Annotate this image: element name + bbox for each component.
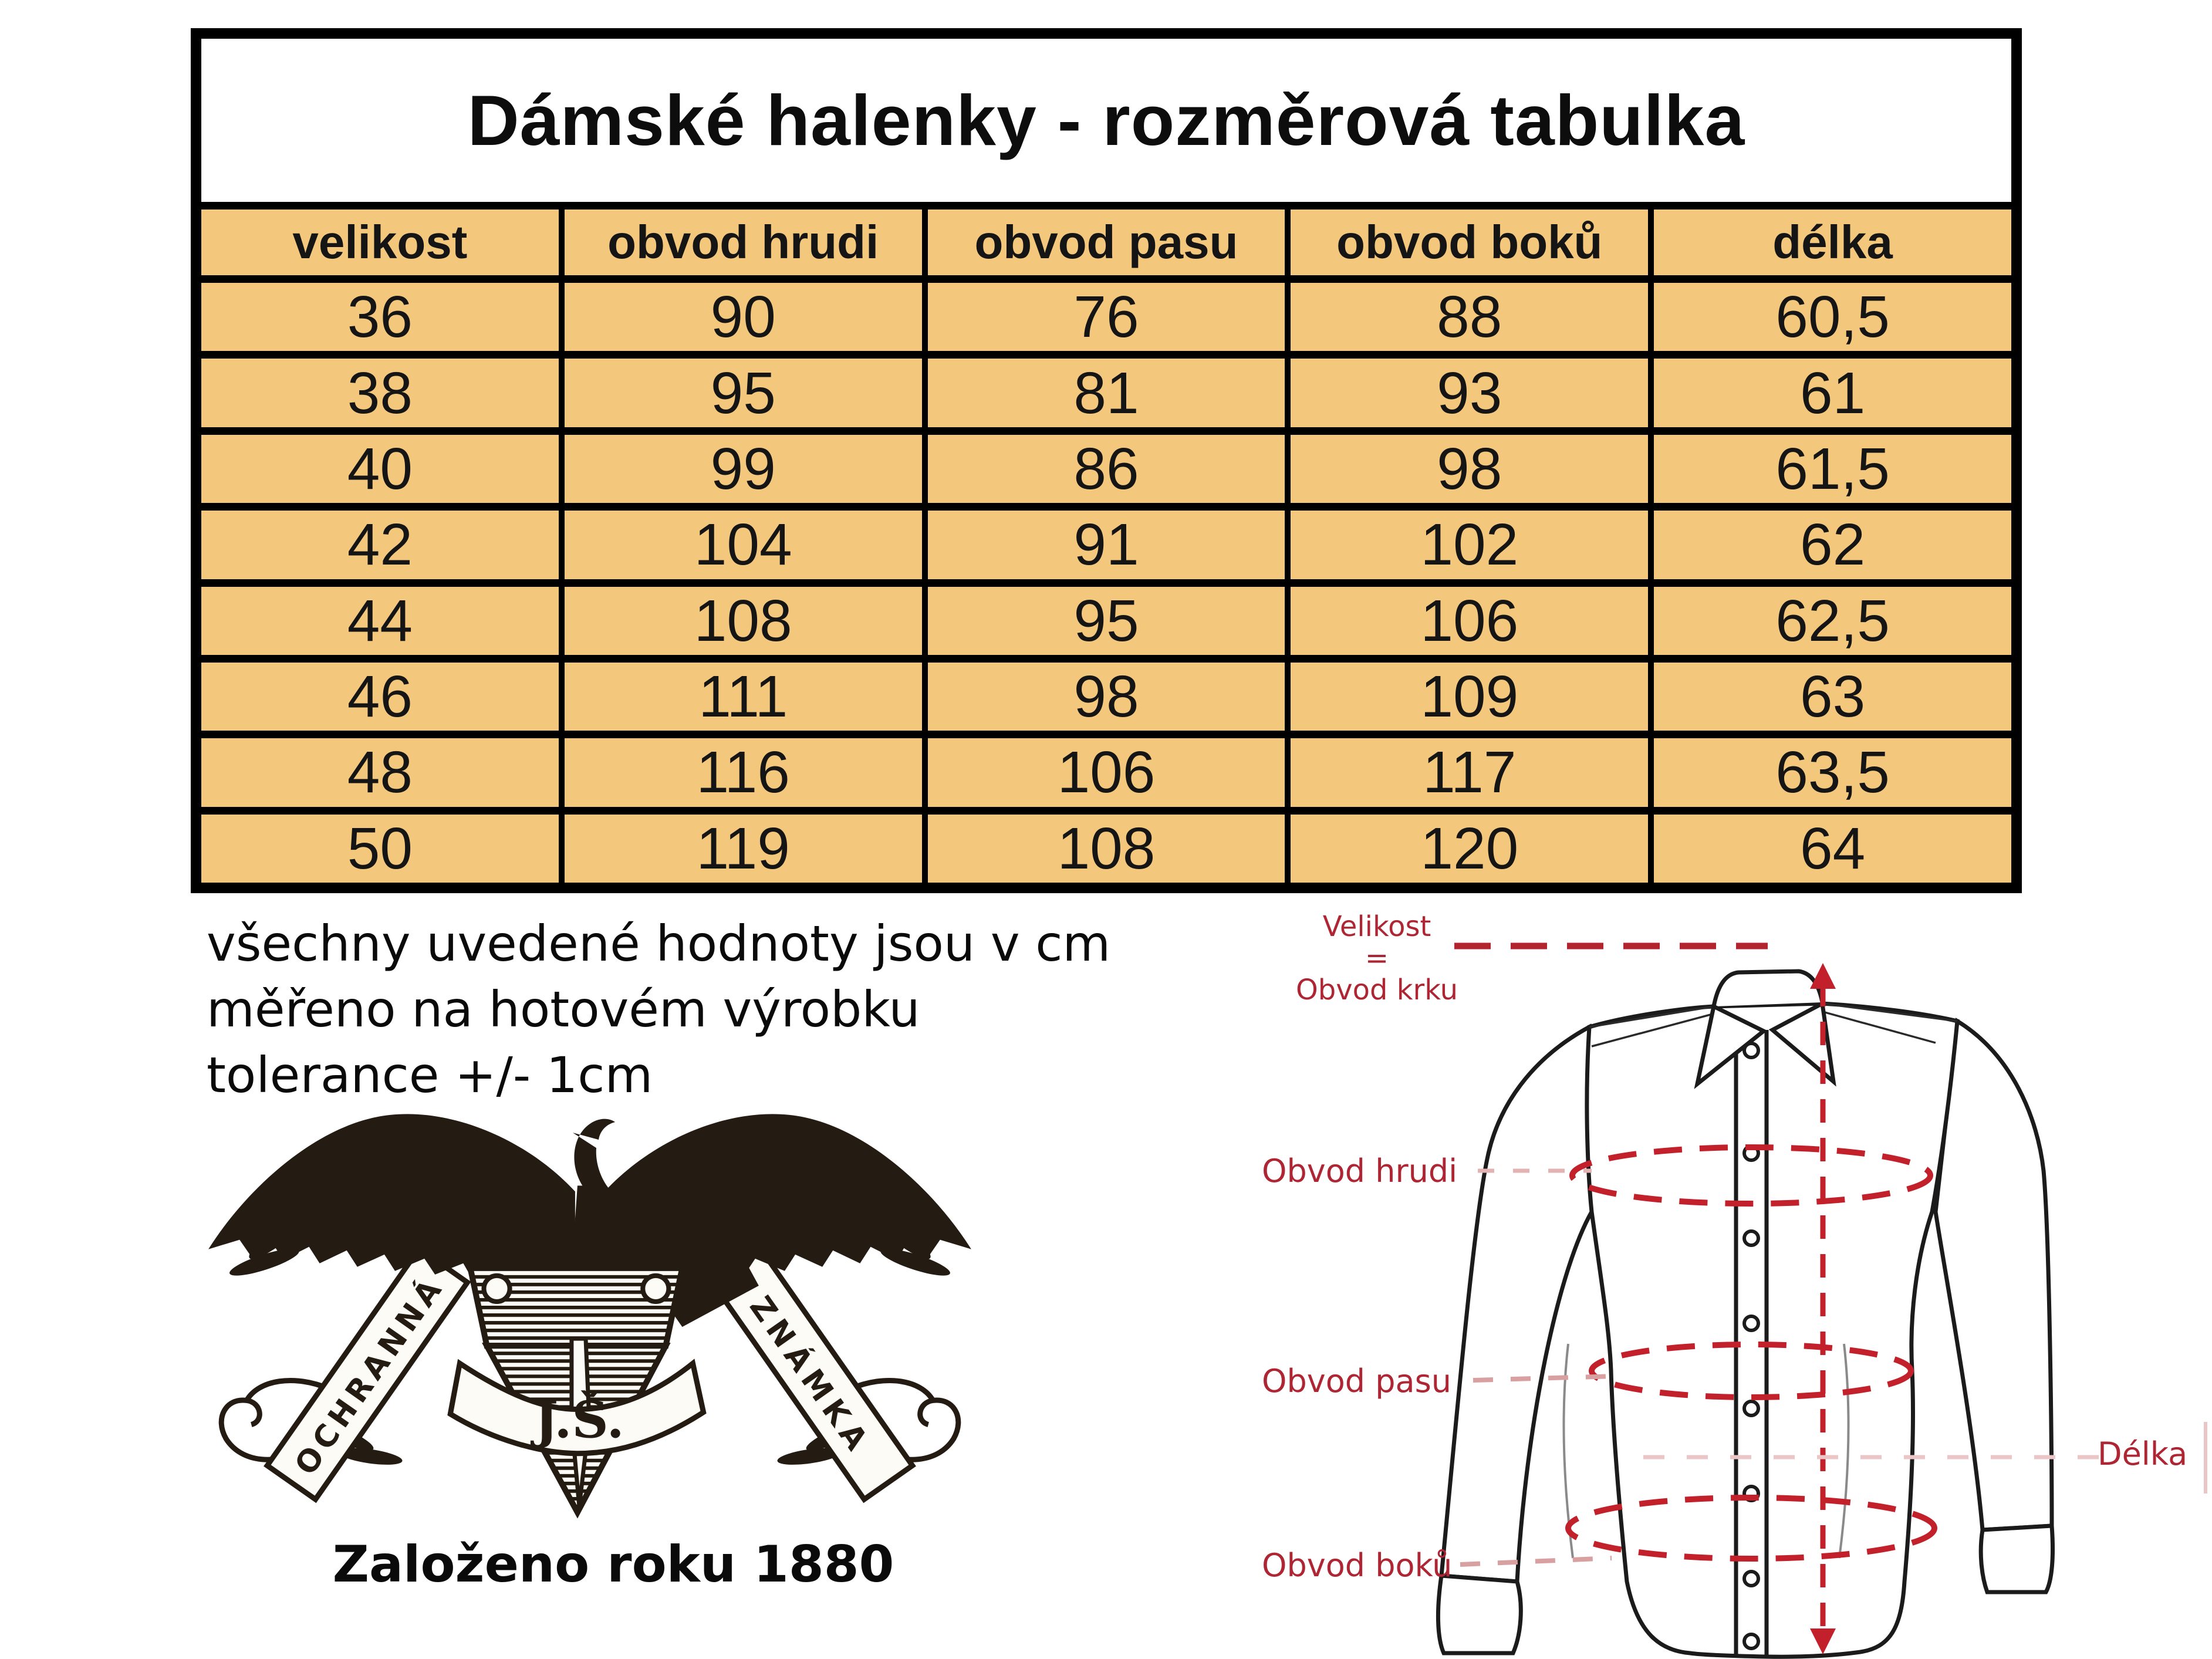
- blouse-diagram: [1436, 942, 2207, 1659]
- size-table: Dámské halenky - rozměrová tabulka velik…: [191, 28, 2022, 893]
- table-cell: 104: [564, 511, 922, 579]
- table-cell: 63,5: [1654, 738, 2011, 807]
- table-title: Dámské halenky - rozměrová tabulka: [467, 80, 1745, 160]
- table-cell: 91: [927, 511, 1285, 579]
- label-size-line: Obvod krku: [1295, 974, 1458, 1006]
- table-cell: 98: [927, 662, 1285, 731]
- monogram-text: J.Š.: [530, 1391, 624, 1450]
- table-cell: 93: [1291, 359, 1649, 427]
- buttons: [1742, 1042, 1760, 1650]
- table-cell: 106: [927, 738, 1285, 807]
- table-cell: 106: [1291, 586, 1649, 655]
- table-cell: 76: [927, 283, 1285, 352]
- chest-ellipse: [1569, 1144, 1933, 1207]
- label-waist: Obvod pasu: [1262, 1363, 1451, 1400]
- label-size-line: Velikost: [1322, 910, 1431, 943]
- table-cell: 62: [1654, 511, 2011, 579]
- table-cell: 36: [201, 283, 559, 352]
- table-row: 46 111 98 109 63: [201, 662, 2011, 731]
- table-row: 44 108 95 106 62,5: [201, 586, 2011, 655]
- table-header-cell: obvod hrudi: [564, 210, 922, 275]
- table-cell: 120: [1291, 814, 1649, 883]
- table-cell: 81: [927, 359, 1285, 427]
- table-cell: 61,5: [1654, 434, 2011, 504]
- table-cell: 108: [927, 814, 1285, 883]
- table-cell: 62,5: [1654, 586, 2011, 655]
- table-cell: 42: [201, 511, 559, 579]
- table-cell: 64: [1654, 814, 2011, 883]
- label-size-line: =: [1365, 942, 1389, 975]
- note-line: všechny uvedené hodnoty jsou v cm: [207, 915, 1111, 972]
- table-cell: 50: [201, 814, 559, 883]
- length-arrow: [1810, 963, 1836, 1654]
- monogram-banner: J.Š.: [447, 1359, 707, 1457]
- table-cell: 61: [1654, 359, 2011, 427]
- table-header-cell: obvod boků: [1291, 210, 1649, 275]
- table-cell: 60,5: [1654, 283, 2011, 352]
- table-row: 42 104 91 102 62: [201, 511, 2011, 579]
- label-chest: Obvod hrudi: [1262, 1153, 1458, 1190]
- table-cell: 88: [1291, 283, 1649, 352]
- table-cell: 40: [201, 434, 559, 504]
- table-cell: 90: [564, 283, 922, 352]
- waist-ellipse: [1589, 1342, 1914, 1400]
- blouse-body: [1585, 1001, 1960, 1659]
- label-length: Délka: [2098, 1435, 2188, 1472]
- table-cell: 108: [564, 586, 922, 655]
- label-connectors: [1454, 942, 2207, 1567]
- label-hips: Obvod boků: [1262, 1547, 1453, 1584]
- table-row: 40 99 86 98 61,5: [201, 434, 2011, 504]
- table-header-cell: délka: [1654, 210, 2011, 275]
- table-cell: 86: [927, 434, 1285, 504]
- table-cell: 116: [564, 738, 922, 807]
- table-cell: 44: [201, 586, 559, 655]
- table-cell: 98: [1291, 434, 1649, 504]
- table-cell: 111: [564, 662, 922, 731]
- shield-block: [467, 1265, 686, 1349]
- table-cell: 63: [1654, 662, 2011, 731]
- table-title-row: Dámské halenky - rozměrová tabulka: [201, 39, 2011, 202]
- note-line: tolerance +/- 1cm: [207, 1046, 653, 1104]
- table-cell: 109: [1291, 662, 1649, 731]
- table-cell: 117: [1291, 738, 1649, 807]
- label-size: Velikost = Obvod krku: [1289, 911, 1465, 1006]
- founded-caption: Založeno roku 1880: [332, 1535, 894, 1594]
- table-cell: 46: [201, 662, 559, 731]
- table-cell: 48: [201, 738, 559, 807]
- eagle-logo: OCHRANNÁ ZNÁMKA J.Š.: [208, 1114, 971, 1519]
- hips-ellipse: [1565, 1495, 1937, 1562]
- table-cell: 102: [1291, 511, 1649, 579]
- note-line: měřeno na hotovém výrobku: [207, 981, 920, 1038]
- table-cell: 119: [564, 814, 922, 883]
- table-row: 36 90 76 88 60,5: [201, 283, 2011, 352]
- table-header-cell: obvod pasu: [927, 210, 1285, 275]
- table-row: 48 116 106 117 63,5: [201, 738, 2011, 807]
- table-header-row: velikost obvod hrudi obvod pasu obvod boků d…: [201, 210, 2011, 275]
- notes-block: všechny uvedené hodnoty jsou v cm měřeno…: [207, 911, 1110, 1108]
- table-cell: 99: [564, 434, 922, 504]
- sleeves: [1436, 1018, 2055, 1655]
- table-row: 50 119 108 120 64: [201, 814, 2011, 883]
- table-cell: 95: [564, 359, 922, 427]
- table-row: 38 95 81 93 61: [201, 359, 2011, 427]
- measure-ellipses: [1565, 1144, 1937, 1562]
- table-cell: 95: [927, 586, 1285, 655]
- table-cell: 38: [201, 359, 559, 427]
- collar: [1694, 969, 1836, 1089]
- yoke-seams: [1589, 1002, 1958, 1048]
- table-header-cell: velikost: [201, 210, 559, 275]
